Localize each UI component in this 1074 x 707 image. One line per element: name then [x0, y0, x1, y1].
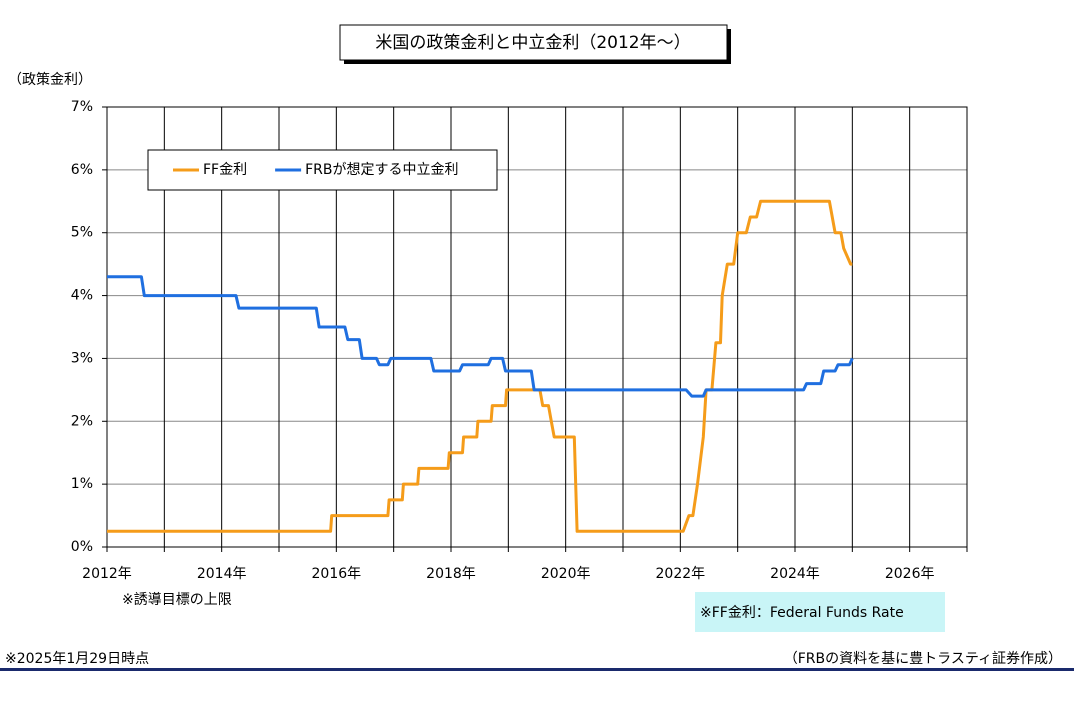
legend-label: FRBが想定する中立金利 [305, 162, 458, 178]
legend-box [147, 149, 498, 191]
annotation: ※FF金利：Federal Funds Rate [700, 605, 904, 621]
y-tick-label: 6% [71, 162, 93, 178]
plot-border [106, 106, 968, 548]
x-tick-label: 2012年 [82, 566, 132, 582]
y-axis-label: （政策金利） [8, 71, 92, 88]
y-tick-label: 2% [71, 413, 93, 429]
chart-title: 米国の政策金利と中立金利（2012年～） [375, 33, 690, 53]
note-box [695, 592, 945, 632]
x-tick-label: 2014年 [197, 566, 247, 582]
y-tick-label: 1% [71, 476, 93, 492]
footnote: ※2025年1月29日時点 [5, 651, 149, 667]
y-tick-label: 4% [71, 288, 93, 304]
y-tick-label: 7% [71, 99, 93, 115]
x-tick-label: 2016年 [312, 566, 362, 582]
y-tick-label: 5% [71, 225, 93, 241]
annotation: ※誘導目標の上限 [122, 592, 232, 608]
x-tick-label: 2022年 [656, 566, 706, 582]
y-tick-label: 3% [71, 350, 93, 366]
series-line [107, 275, 854, 398]
x-tick-label: 2024年 [770, 566, 820, 582]
x-tick-label: 2020年 [541, 566, 591, 582]
title-box [339, 24, 728, 61]
x-tick-label: 2018年 [426, 566, 476, 582]
legend-label: FF金利 [203, 162, 247, 178]
footer-rule [0, 668, 1074, 671]
footnote: （FRBの資料を基に豊トラスティ証券作成） [784, 650, 1062, 667]
x-tick-label: 2026年 [885, 566, 935, 582]
y-tick-label: 0% [71, 539, 93, 555]
series-line [107, 199, 853, 533]
